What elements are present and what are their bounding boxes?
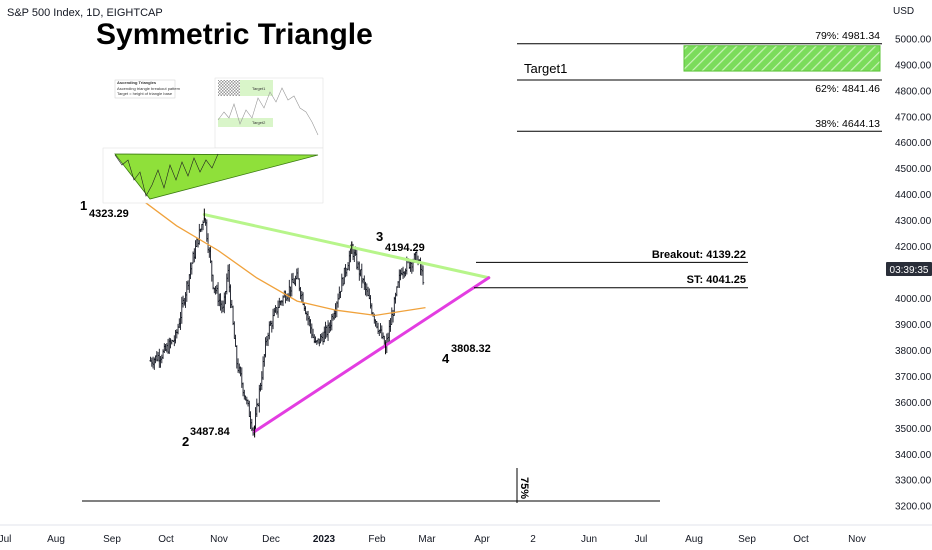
price-tick-label: 3500.00 <box>895 424 932 435</box>
inset-title: Ascending Triangles <box>117 80 157 85</box>
countdown-text: 03:39:35 <box>890 265 929 276</box>
time-tick-label: Dec <box>262 534 280 545</box>
price-tick-label: 4000.00 <box>895 294 932 305</box>
inset-left-box <box>114 79 176 99</box>
price-tick-label: 3400.00 <box>895 450 932 461</box>
point-2-label: 2 <box>182 434 189 449</box>
price-tick-label: 4700.00 <box>895 112 932 123</box>
inset-price <box>114 153 219 197</box>
point-1-value: 4323.29 <box>89 208 129 220</box>
inset-illustration: Ascending Triangles Ascending triangle b… <box>102 77 324 204</box>
countdown-badge: 03:39:35 <box>886 262 932 276</box>
time-tick-label: Sep <box>738 534 756 545</box>
price-tick-label: 4400.00 <box>895 190 932 201</box>
inset-right-price <box>217 87 319 136</box>
lower-trendline[interactable] <box>253 276 491 433</box>
price-tick-label: 4800.00 <box>895 86 932 97</box>
inset-triangle <box>114 153 319 200</box>
price-series <box>149 217 425 436</box>
upper-trendline[interactable] <box>202 213 491 280</box>
price-tick-label: 4500.00 <box>895 164 932 175</box>
price-tick-label: 4900.00 <box>895 60 932 71</box>
fib-79-label: 79%: 4981.34 <box>815 30 880 42</box>
price-tick-label: 5000.00 <box>895 34 932 45</box>
inset-right-target2: Target2 <box>252 120 266 125</box>
point-4-value: 3808.32 <box>451 343 491 355</box>
price-tick-label: 3600.00 <box>895 398 932 409</box>
inset-right-hatch <box>218 80 240 96</box>
target-label: Target1 <box>524 61 567 76</box>
pattern-points: 1 4323.29 2 3487.84 3 4194.29 4 3808.32 <box>80 198 491 449</box>
ohlc-bar <box>421 265 425 285</box>
time-tick-label: Aug <box>685 534 703 545</box>
time-tick-label: Nov <box>210 534 228 545</box>
stop-label: ST: 4041.25 <box>687 274 746 286</box>
time-tick-label: Apr <box>474 534 490 545</box>
point-3-value: 4194.29 <box>385 242 425 254</box>
point-2-value: 3487.84 <box>190 426 231 438</box>
time-tick-label: Nov <box>848 534 866 545</box>
point-3-label: 3 <box>376 229 383 244</box>
moving-average-line <box>138 196 426 317</box>
chart-title: Symmetric Triangle <box>96 18 373 51</box>
time-tick-label: 2023 <box>313 534 336 545</box>
point-1-label: 1 <box>80 198 87 213</box>
time-tick-label: Feb <box>368 534 386 545</box>
price-tick-label: 4300.00 <box>895 216 932 227</box>
time-tick-label: 2 <box>530 534 536 545</box>
price-tick-label: 4200.00 <box>895 242 932 253</box>
time-axis[interactable]: Jul Aug Sep Oct Nov Dec 2023 Feb Mar Apr 2 Jun Jul Au… <box>0 534 866 545</box>
fib-38-label: 38%: 4644.13 <box>815 118 880 130</box>
inset-right-target-zone <box>240 80 273 96</box>
time-tick-label: Mar <box>418 534 436 545</box>
price-tick-label: 3800.00 <box>895 346 932 357</box>
time-tick-label: Sep <box>103 534 121 545</box>
breakout-label: Breakout: 4139.22 <box>652 249 746 261</box>
time-tick-label: Oct <box>158 534 174 545</box>
price-tick-label: 3700.00 <box>895 372 932 383</box>
price-tick-label: 3900.00 <box>895 320 932 331</box>
time-tick-label: Oct <box>793 534 809 545</box>
currency-label: USD <box>893 6 914 17</box>
inset-right-target1: Target1 <box>252 86 266 91</box>
time-tick-label: Jul <box>635 534 648 545</box>
fib-62-label: 62%: 4841.46 <box>815 83 880 95</box>
inset-note-1: Ascending triangle breakout pattern <box>117 86 180 91</box>
inset-right-band <box>218 118 273 127</box>
inset-note-2: Target = height of triangle base <box>117 91 173 96</box>
countdown-badge-bg <box>886 262 932 276</box>
point-4-label: 4 <box>442 351 450 366</box>
ruler-label: 75% <box>518 477 530 499</box>
price-tick-label: 4600.00 <box>895 138 932 149</box>
price-tick-label: 3200.00 <box>895 502 932 513</box>
target-zone[interactable] <box>683 45 881 72</box>
price-tick-label: 3300.00 <box>895 476 932 487</box>
symbol-label: S&P 500 Index, 1D, EIGHTCAP <box>7 7 163 19</box>
time-tick-label: Jun <box>581 534 597 545</box>
time-tick-label: Aug <box>47 534 65 545</box>
time-tick-label: Jul <box>0 534 11 545</box>
